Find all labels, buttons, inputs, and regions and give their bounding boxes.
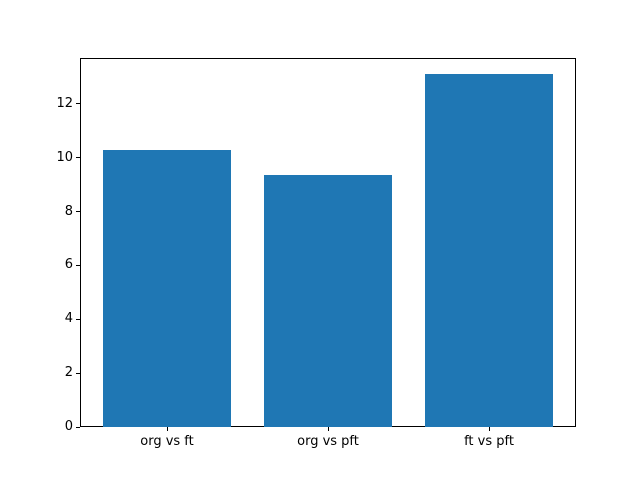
x-tick-label: ft vs pft xyxy=(464,434,514,449)
bar-org-vs-ft xyxy=(102,150,232,427)
y-tick-mark xyxy=(76,372,80,374)
y-tick-mark xyxy=(76,426,80,428)
y-tick-mark xyxy=(76,318,80,320)
y-tick-label: 4 xyxy=(64,311,73,327)
x-tick-mark xyxy=(166,427,168,431)
y-tick-label: 2 xyxy=(64,365,73,381)
y-tick-mark xyxy=(76,103,80,105)
x-tick-mark xyxy=(488,427,490,431)
y-tick-mark xyxy=(76,211,80,212)
x-tick-label: org vs pft xyxy=(297,434,359,449)
x-tick-mark xyxy=(327,427,329,431)
y-tick-label: 0 xyxy=(64,419,73,434)
y-tick-label: 10 xyxy=(56,149,73,165)
y-tick-label: 8 xyxy=(64,203,73,219)
y-tick-mark xyxy=(76,264,80,266)
y-tick-label: 12 xyxy=(56,95,73,111)
y-tick-label: 6 xyxy=(64,257,73,273)
bar-org-vs-pft xyxy=(263,175,393,427)
x-tick-label: org vs ft xyxy=(140,434,194,449)
y-tick-mark xyxy=(76,157,80,159)
bar-ft-vs-pft xyxy=(424,74,554,427)
